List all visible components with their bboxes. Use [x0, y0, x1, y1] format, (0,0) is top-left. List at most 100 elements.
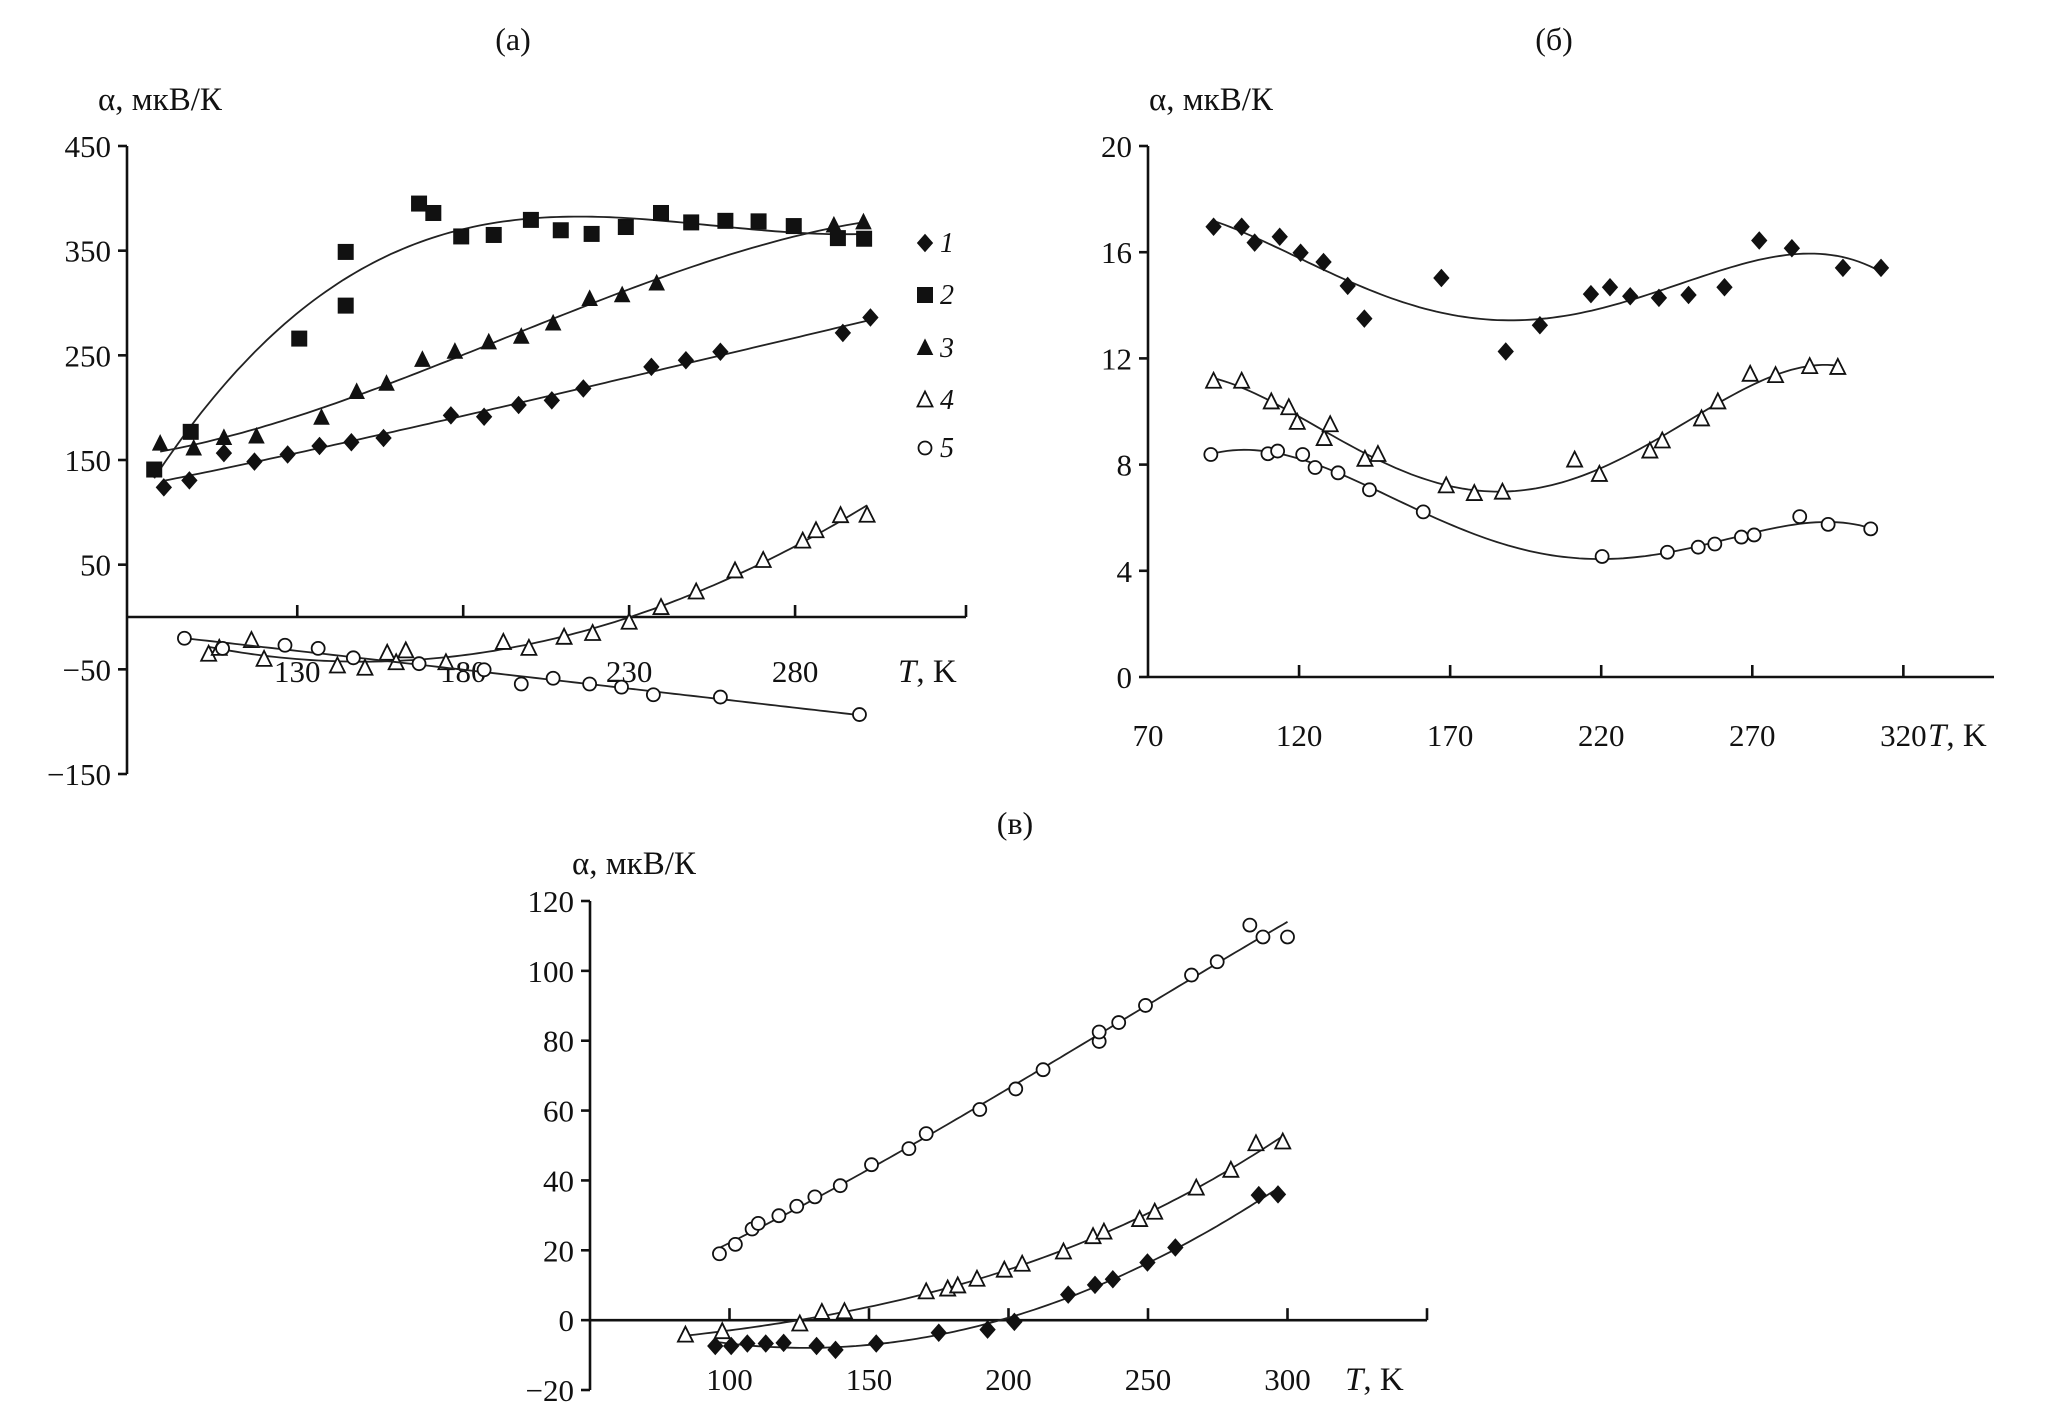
y-tick-label: 20 — [543, 1233, 574, 1268]
x-unit: , K — [916, 654, 957, 690]
data-point-square — [750, 213, 767, 230]
data-point-triangle — [793, 530, 812, 549]
data-point-triangle — [620, 611, 639, 630]
data-point-diamond — [834, 323, 852, 343]
data-point-triangle — [1493, 481, 1512, 500]
data-point-triangle — [544, 313, 562, 331]
data-point-diamond — [1086, 1275, 1104, 1295]
data-point-square — [583, 225, 600, 242]
data-point-triangle — [1590, 463, 1609, 482]
data-point-triangle — [1640, 440, 1659, 459]
panel-c-x-axis-label: T, K — [1345, 1362, 1404, 1398]
data-point-diamond — [311, 436, 328, 456]
data-point-diamond — [1497, 342, 1514, 361]
data-point-circle — [1111, 1015, 1127, 1030]
data-point-triangle — [1708, 391, 1727, 410]
y-tick-label: 0 — [1117, 660, 1133, 695]
data-point-diamond — [1246, 233, 1263, 252]
data-point-triangle — [1321, 414, 1340, 433]
legend-label: 1 — [940, 228, 954, 259]
data-point-diamond — [1582, 284, 1600, 304]
data-point-diamond — [442, 406, 460, 425]
data-point-triangle — [1221, 1159, 1240, 1178]
data-point-triangle — [1204, 370, 1223, 389]
data-point-circle — [476, 662, 492, 678]
data-point-triangle — [1437, 475, 1456, 494]
data-point-square — [856, 230, 873, 247]
data-point-diamond — [343, 432, 360, 452]
data-point-triangle — [583, 623, 602, 641]
y-tick-label: 350 — [65, 234, 112, 269]
data-point-square — [617, 219, 634, 236]
data-point-triangle — [1130, 1209, 1149, 1227]
data-point-diamond — [1060, 1285, 1077, 1304]
data-point-circle — [713, 689, 728, 705]
data-point-diamond — [1650, 288, 1668, 308]
x-tick-label: 230 — [606, 654, 653, 689]
data-point-triangle — [1094, 1221, 1113, 1240]
data-point-triangle — [378, 642, 397, 661]
data-point-square — [425, 204, 442, 221]
trend-line — [208, 504, 868, 663]
x-tick-label: 300 — [1264, 1362, 1311, 1397]
data-point-diamond — [1315, 252, 1332, 272]
data-point-circle — [1659, 544, 1675, 560]
data-point-diamond — [1104, 1270, 1122, 1289]
data-point-circle — [750, 1215, 766, 1231]
data-point-diamond — [1139, 1253, 1156, 1272]
data-point-triangle — [835, 1301, 854, 1320]
panel-b: 20 16 12 8 4 070 120 170 220 270 320 — [1101, 129, 1994, 753]
data-point-circle — [1415, 504, 1431, 520]
data-point-diamond — [1433, 268, 1450, 288]
data-point-triangle — [1315, 428, 1334, 446]
data-point-triangle — [855, 212, 872, 230]
data-point-square — [453, 228, 470, 245]
y-tick-label: 40 — [543, 1163, 574, 1198]
data-point-circle — [1362, 482, 1377, 498]
x-tick-label: 280 — [772, 654, 819, 689]
data-point-circle — [1707, 536, 1723, 552]
x-symbol: T — [1345, 1362, 1366, 1398]
data-point-circle — [972, 1102, 988, 1117]
data-point-diamond — [1751, 231, 1768, 250]
trend-line — [1213, 219, 1882, 322]
data-point-diamond — [643, 357, 660, 377]
data-point-triangle — [1741, 363, 1760, 382]
legend-label: 4 — [940, 385, 954, 416]
data-point-triangle — [313, 408, 330, 425]
data-point-diamond — [375, 428, 392, 448]
x-symbol: T — [898, 654, 919, 690]
data-point-diamond — [1233, 217, 1250, 236]
x-unit: , K — [1946, 718, 1987, 754]
legend-label: 3 — [939, 333, 954, 364]
data-point-circle — [1270, 443, 1286, 459]
data-point-circle — [712, 1246, 727, 1262]
legend-entry: 3 — [916, 333, 954, 364]
data-point-circle — [1330, 465, 1346, 481]
legend-entry: 1 — [916, 228, 954, 259]
data-point-triangle — [948, 1275, 967, 1294]
data-point-triangle — [328, 655, 347, 674]
data-point-triangle — [512, 327, 530, 344]
data-point-circle — [545, 670, 561, 686]
data-point-circle — [513, 676, 529, 692]
data-point-circle — [1035, 1062, 1051, 1078]
x-symbol: T — [1928, 718, 1949, 754]
data-point-diamond — [1167, 1238, 1184, 1257]
data-point-triangle — [1187, 1177, 1206, 1196]
data-point-triangle — [968, 1268, 986, 1287]
y-tick-label: 0 — [559, 1303, 575, 1338]
data-point-circle — [1307, 460, 1323, 475]
y-tick-label: 50 — [80, 548, 111, 583]
data-point-triangle — [581, 289, 598, 307]
data-point-triangle — [916, 338, 934, 355]
y-tick-label: 4 — [1117, 554, 1133, 589]
data-point-diamond — [862, 308, 879, 327]
data-point-circle — [1091, 1024, 1107, 1040]
panel-b-label: (б) — [1535, 21, 1573, 57]
data-point-diamond — [808, 1336, 825, 1356]
data-point-square — [683, 214, 700, 231]
data-point-diamond — [575, 379, 592, 398]
x-tick-label: 200 — [985, 1362, 1032, 1397]
